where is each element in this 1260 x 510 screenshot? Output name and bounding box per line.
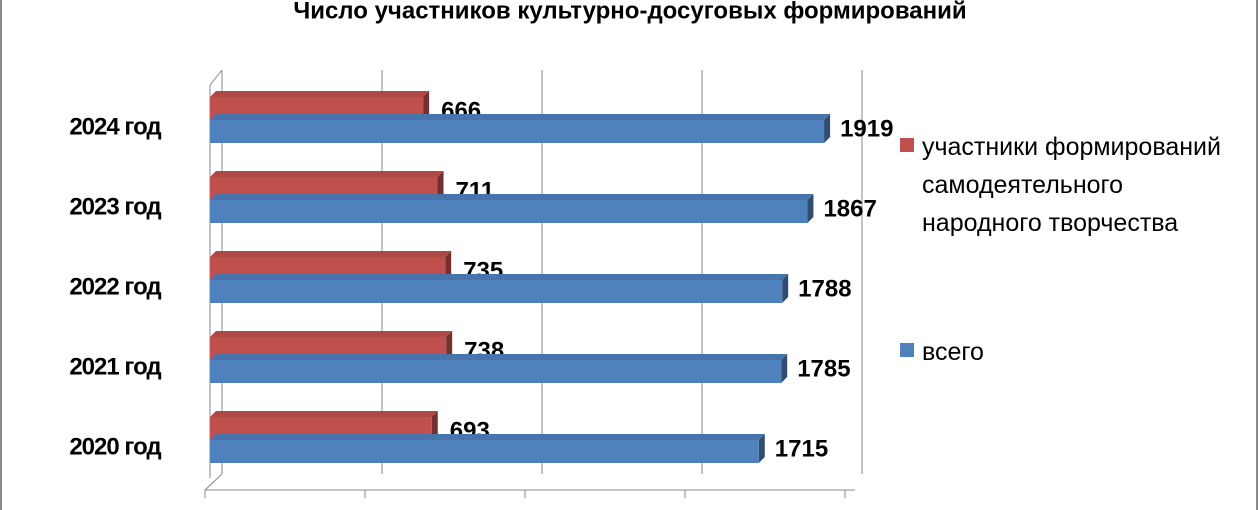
- legend-swatch: [900, 343, 914, 357]
- bar-face: [758, 434, 765, 463]
- y-tick-label: 2020 год: [69, 433, 161, 460]
- bar-face: [437, 171, 444, 200]
- bar: [210, 114, 831, 143]
- bar-face: [210, 354, 788, 360]
- bar-face: [210, 434, 765, 440]
- floor-line: [204, 473, 223, 491]
- bar-face: [423, 91, 430, 120]
- bar-face: [210, 251, 452, 257]
- chart-title: Число участников культурно-досуговых фор…: [293, 0, 966, 24]
- bar-face: [445, 251, 452, 280]
- bar: [210, 274, 789, 303]
- data-label: 1788: [798, 275, 851, 302]
- y-tick-label: 2023 год: [69, 193, 161, 220]
- legend-label: всего: [922, 338, 984, 366]
- bar-face: [210, 194, 814, 200]
- bar-face: [210, 91, 430, 97]
- bar-face: [782, 274, 789, 303]
- y-tick-label: 2024 год: [69, 113, 161, 140]
- bar-face: [210, 440, 759, 463]
- bar-face: [807, 194, 814, 223]
- bar-face: [210, 331, 453, 337]
- bar-face: [824, 114, 831, 143]
- bar-face: [446, 331, 453, 360]
- bar-face: [431, 411, 438, 440]
- bar-face: [210, 200, 808, 223]
- bar-face: [210, 274, 789, 280]
- axis-wall: [209, 69, 223, 86]
- bar-face: [210, 120, 825, 143]
- legend-swatch: [900, 138, 914, 152]
- data-label: 1919: [840, 115, 893, 142]
- bar-face: [781, 354, 788, 383]
- legend-label: участники формирований самодеятельного н…: [922, 133, 1221, 237]
- data-label: 1715: [775, 435, 828, 462]
- bar-face: [210, 114, 831, 120]
- bar-face: [210, 411, 438, 417]
- bar: [210, 194, 814, 223]
- bar: [210, 434, 765, 463]
- y-tick-label: 2022 год: [69, 273, 161, 300]
- bar: [210, 354, 788, 383]
- data-label: 1785: [797, 355, 850, 382]
- data-label: 1867: [823, 195, 876, 222]
- bar-face: [210, 280, 783, 303]
- bar-face: [210, 360, 782, 383]
- bar-face: [210, 171, 444, 177]
- y-tick-label: 2021 год: [69, 353, 161, 380]
